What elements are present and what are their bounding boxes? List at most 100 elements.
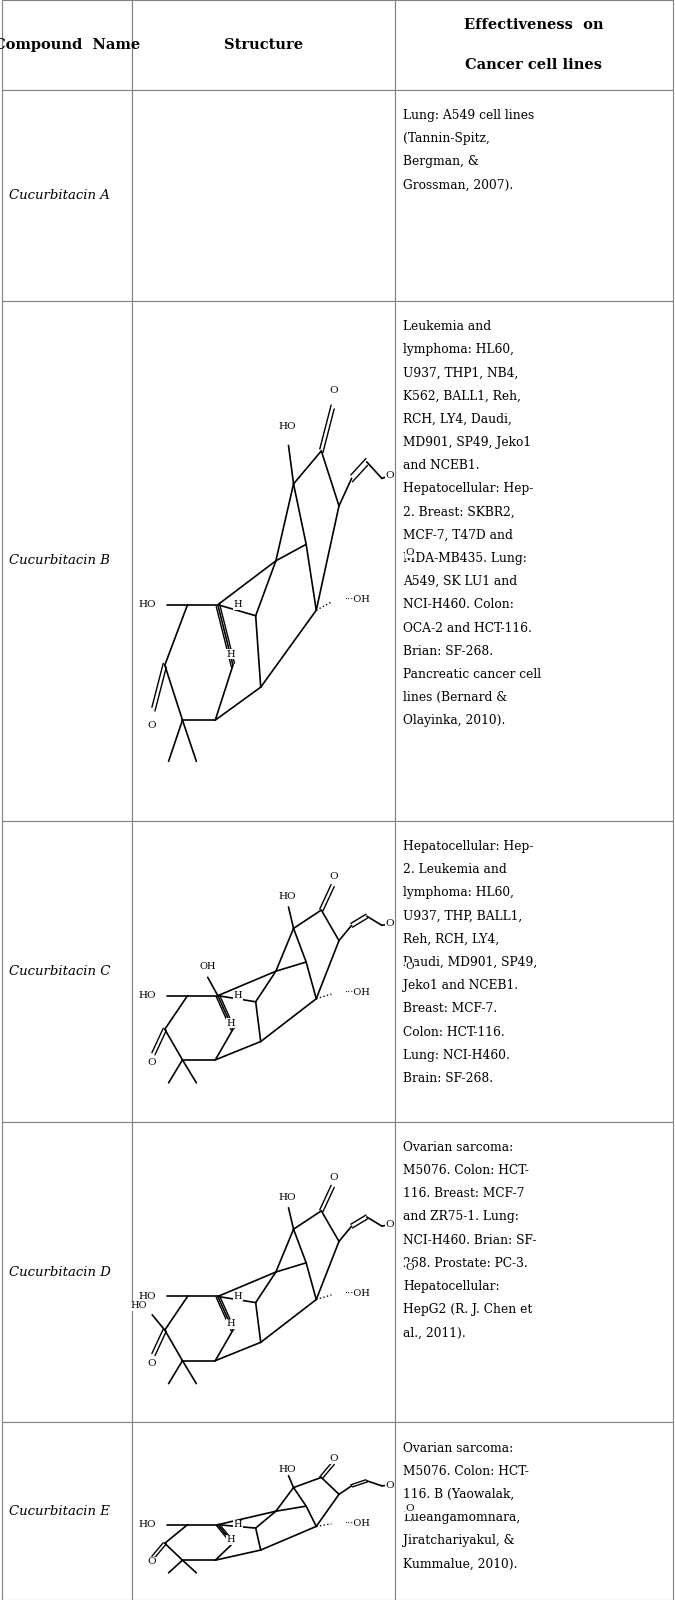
Text: O: O (406, 962, 414, 971)
Text: Cucurbitacin D: Cucurbitacin D (9, 1266, 111, 1278)
Text: HO: HO (138, 1520, 156, 1530)
Text: Cucurbitacin C: Cucurbitacin C (9, 965, 110, 978)
Bar (2, 1122, 132, 1422)
Text: Cucurbitacin A: Cucurbitacin A (9, 189, 109, 202)
Text: OCA-2 and HCT-116.: OCA-2 and HCT-116. (403, 622, 532, 635)
Text: HO: HO (278, 1466, 296, 1474)
Bar (2, 90, 132, 301)
Bar (395, 301, 673, 821)
Text: lymphoma: HL60,: lymphoma: HL60, (403, 344, 514, 357)
Text: O: O (329, 386, 338, 395)
Bar (132, 0, 395, 90)
Text: O: O (329, 1454, 338, 1464)
Text: Daudi, MD901, SP49,: Daudi, MD901, SP49, (403, 957, 537, 970)
Text: 268. Prostate: PC-3.: 268. Prostate: PC-3. (403, 1258, 528, 1270)
Text: H: H (234, 990, 242, 1000)
Text: O: O (385, 470, 394, 480)
Text: MD901, SP49, Jeko1: MD901, SP49, Jeko1 (403, 437, 531, 450)
Text: O: O (148, 1557, 157, 1566)
Text: MDA-MB435. Lung:: MDA-MB435. Lung: (403, 552, 527, 565)
Bar (132, 90, 395, 301)
Text: K562, BALL1, Reh,: K562, BALL1, Reh, (403, 390, 521, 403)
Text: MCF-7, T47D and: MCF-7, T47D and (403, 528, 513, 542)
Bar (132, 821, 395, 1122)
Bar (2, 1422, 132, 1600)
Text: Lueangamomnara,: Lueangamomnara, (403, 1512, 520, 1525)
Text: HO: HO (278, 891, 296, 901)
Bar (395, 1422, 673, 1600)
Text: Jiratchariyakul, &: Jiratchariyakul, & (403, 1534, 514, 1547)
Text: O: O (148, 1360, 157, 1368)
Text: H: H (234, 600, 242, 610)
Bar (2, 301, 132, 821)
Text: lymphoma: HL60,: lymphoma: HL60, (403, 886, 514, 899)
Text: ···OH: ···OH (344, 989, 370, 997)
Text: NCI-H460. Brian: SF-: NCI-H460. Brian: SF- (403, 1234, 537, 1246)
Text: HepG2 (R. J. Chen et: HepG2 (R. J. Chen et (403, 1304, 533, 1317)
Text: Brian: SF-268.: Brian: SF-268. (403, 645, 493, 658)
Text: ···OH: ···OH (344, 1290, 370, 1298)
Text: O: O (385, 1480, 394, 1490)
Text: Ovarian sarcoma:: Ovarian sarcoma: (403, 1442, 513, 1454)
Text: Leukemia and: Leukemia and (403, 320, 491, 333)
Text: HO: HO (138, 990, 156, 1000)
Bar (132, 301, 395, 821)
Bar (395, 90, 673, 301)
Text: ···OH: ···OH (344, 1518, 370, 1528)
Text: Hepatocellular:: Hepatocellular: (403, 1280, 500, 1293)
Text: O: O (329, 1173, 338, 1182)
Text: 2. Breast: SKBR2,: 2. Breast: SKBR2, (403, 506, 515, 518)
Text: O: O (406, 549, 414, 557)
Text: Grossman, 2007).: Grossman, 2007). (403, 179, 513, 192)
Text: Kummalue, 2010).: Kummalue, 2010). (403, 1558, 518, 1571)
Text: NCI-H460. Colon:: NCI-H460. Colon: (403, 598, 514, 611)
Text: H: H (226, 1019, 235, 1027)
Bar (395, 821, 673, 1122)
Text: Cucurbitacin E: Cucurbitacin E (9, 1504, 109, 1518)
Text: O: O (329, 872, 338, 882)
Text: Cancer cell lines: Cancer cell lines (466, 58, 602, 72)
Text: HO: HO (131, 1301, 147, 1310)
Text: H: H (234, 1291, 242, 1301)
Text: Bergman, &: Bergman, & (403, 155, 479, 168)
Text: H: H (226, 1536, 235, 1544)
Text: M5076. Colon: HCT-: M5076. Colon: HCT- (403, 1466, 529, 1478)
Text: Lung: A549 cell lines: Lung: A549 cell lines (403, 109, 534, 122)
Text: Ovarian sarcoma:: Ovarian sarcoma: (403, 1141, 513, 1154)
Text: 116. Breast: MCF-7: 116. Breast: MCF-7 (403, 1187, 524, 1200)
Text: HO: HO (278, 1192, 296, 1202)
Text: O: O (406, 1262, 414, 1272)
Text: Colon: HCT-116.: Colon: HCT-116. (403, 1026, 505, 1038)
Text: H: H (234, 1520, 242, 1530)
Text: ···OH: ···OH (344, 595, 370, 603)
Text: O: O (385, 1221, 394, 1229)
Text: lines (Bernard &: lines (Bernard & (403, 691, 507, 704)
Text: Effectiveness  on: Effectiveness on (464, 18, 603, 32)
Text: Brain: SF-268.: Brain: SF-268. (403, 1072, 493, 1085)
Text: 2. Leukemia and: 2. Leukemia and (403, 864, 507, 877)
Text: Pancreatic cancer cell: Pancreatic cancer cell (403, 669, 541, 682)
Text: U937, THP1, NB4,: U937, THP1, NB4, (403, 366, 518, 379)
Text: Cucurbitacin B: Cucurbitacin B (9, 554, 110, 568)
Bar (132, 1422, 395, 1600)
Text: Jeko1 and NCEB1.: Jeko1 and NCEB1. (403, 979, 518, 992)
Bar (395, 0, 673, 90)
Text: Hepatocellular: Hep-: Hepatocellular: Hep- (403, 483, 533, 496)
Text: U937, THP, BALL1,: U937, THP, BALL1, (403, 909, 522, 923)
Bar (2, 0, 132, 90)
Text: HO: HO (138, 600, 156, 610)
Text: Olayinka, 2010).: Olayinka, 2010). (403, 715, 506, 728)
Text: HO: HO (278, 422, 296, 430)
Text: Structure: Structure (223, 38, 303, 51)
Bar (132, 1122, 395, 1422)
Text: H: H (226, 1320, 235, 1328)
Text: O: O (385, 920, 394, 928)
Bar (395, 1122, 673, 1422)
Text: A549, SK LU1 and: A549, SK LU1 and (403, 576, 517, 589)
Text: Lung: NCI-H460.: Lung: NCI-H460. (403, 1050, 510, 1062)
Text: OH: OH (199, 962, 216, 971)
Text: (Tannin-Spitz,: (Tannin-Spitz, (403, 133, 490, 146)
Text: Breast: MCF-7.: Breast: MCF-7. (403, 1002, 497, 1016)
Text: RCH, LY4, Daudi,: RCH, LY4, Daudi, (403, 413, 512, 426)
Text: 116. B (Yaowalak,: 116. B (Yaowalak, (403, 1488, 514, 1501)
